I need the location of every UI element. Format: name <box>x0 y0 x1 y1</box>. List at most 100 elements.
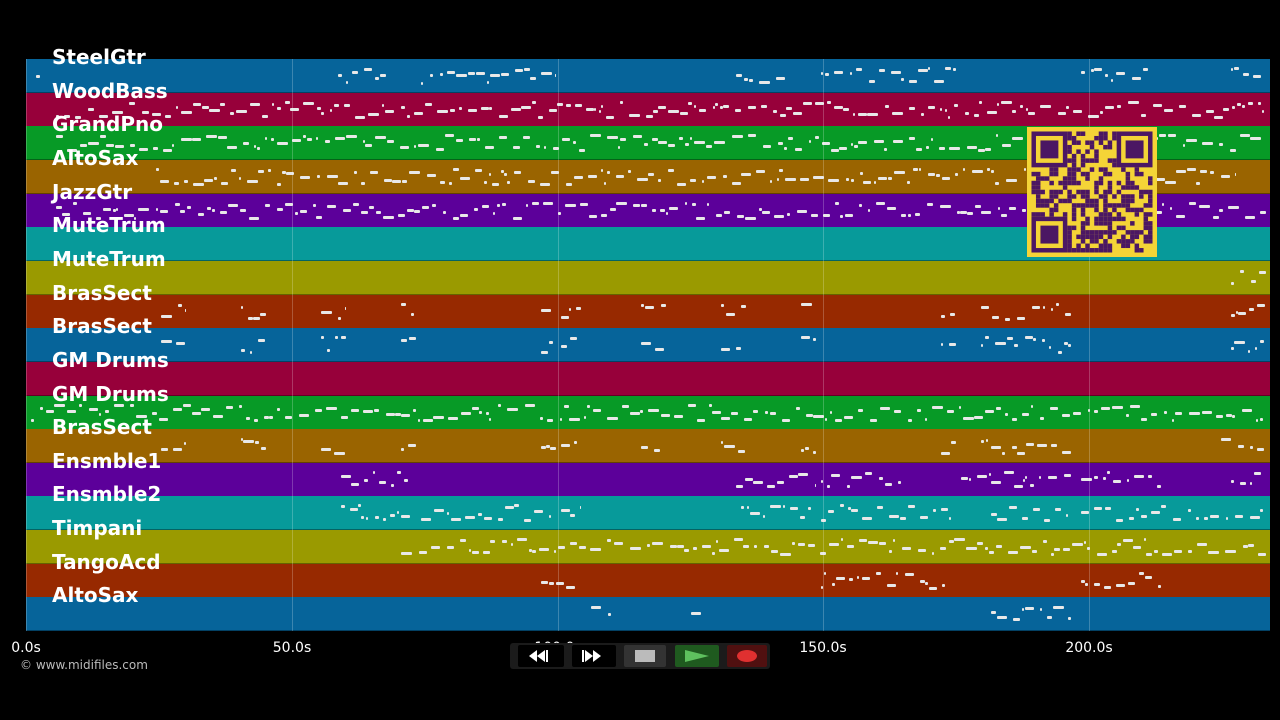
stop-button[interactable] <box>624 645 666 667</box>
midi-note <box>928 67 930 70</box>
midi-note <box>1221 174 1230 178</box>
midi-note <box>465 516 475 520</box>
midi-note <box>353 202 359 206</box>
midi-note <box>661 303 666 307</box>
midi-note <box>835 418 842 422</box>
midi-note <box>960 210 967 214</box>
midi-note <box>1058 351 1062 355</box>
midi-note <box>450 108 455 112</box>
midi-note <box>152 411 157 415</box>
midi-note <box>761 104 767 108</box>
midi-note <box>773 109 777 113</box>
qr-module <box>1098 243 1104 249</box>
midi-note <box>264 415 269 419</box>
track-label: SteelGtr <box>52 45 146 69</box>
midi-note <box>1158 584 1161 588</box>
qr-module <box>1107 212 1113 217</box>
midi-note <box>479 410 482 414</box>
midi-note <box>793 111 802 115</box>
midi-note <box>707 175 716 179</box>
midi-note <box>1025 336 1033 340</box>
midi-note <box>1192 113 1201 117</box>
time-tick-label: 50.0s <box>272 640 312 656</box>
qr-module <box>1049 198 1054 204</box>
qr-module <box>1067 171 1072 177</box>
midi-note <box>1091 69 1094 72</box>
midi-note <box>825 73 829 76</box>
track-label: AltoSax <box>52 583 139 608</box>
midi-note <box>1004 470 1014 474</box>
midi-note <box>647 544 650 548</box>
fast-forward-button[interactable] <box>572 645 616 667</box>
midi-note <box>547 418 553 422</box>
midi-note <box>1126 413 1129 417</box>
midi-note <box>620 138 626 142</box>
track-lane <box>26 361 1270 396</box>
midi-note <box>798 472 808 476</box>
midi-note <box>88 142 99 146</box>
midi-note <box>383 215 394 219</box>
midi-note <box>1065 312 1071 316</box>
midi-note <box>570 542 577 546</box>
midi-note <box>974 415 983 419</box>
midi-note <box>1012 417 1017 421</box>
midi-note <box>927 202 933 206</box>
midi-note <box>926 146 929 150</box>
midi-note <box>511 543 513 547</box>
midi-note <box>811 213 818 217</box>
midi-note <box>1026 443 1034 447</box>
qr-module <box>1103 216 1108 222</box>
qr-module <box>1080 225 1086 231</box>
midi-note <box>501 73 509 76</box>
midi-note <box>556 581 564 585</box>
midi-note <box>515 69 523 72</box>
rewind-button[interactable] <box>518 645 564 667</box>
qr-module <box>1098 176 1104 181</box>
midi-note <box>390 514 395 518</box>
midi-note <box>879 69 885 72</box>
midi-note <box>641 203 647 207</box>
qr-module <box>1148 239 1153 244</box>
midi-note <box>780 553 791 557</box>
midi-note <box>114 403 124 407</box>
midi-note <box>933 509 936 513</box>
track-lane <box>26 530 1270 565</box>
midi-note <box>241 438 243 442</box>
track-lane <box>26 563 1270 598</box>
midi-note <box>1232 105 1235 109</box>
midi-note <box>1050 406 1058 410</box>
midi-note <box>1104 585 1111 589</box>
record-button[interactable] <box>727 645 767 667</box>
midi-note <box>1033 508 1040 512</box>
midi-note <box>1186 139 1197 143</box>
midi-note <box>560 417 562 421</box>
play-button[interactable] <box>675 645 719 667</box>
midi-note <box>1141 515 1147 519</box>
midi-note <box>1196 181 1200 185</box>
qr-module <box>1112 131 1117 136</box>
midi-note <box>1221 438 1231 442</box>
track-label: GM Drums <box>52 347 169 372</box>
midi-note <box>834 105 843 109</box>
qr-module <box>1143 234 1149 240</box>
midi-note <box>949 517 951 521</box>
qr-module <box>1089 234 1095 240</box>
midi-note <box>351 482 359 486</box>
midi-note <box>850 72 852 75</box>
midi-note <box>209 108 220 112</box>
qr-module <box>1089 144 1095 150</box>
midi-note <box>558 211 561 215</box>
midi-note <box>326 406 337 410</box>
midi-note <box>831 149 839 153</box>
qr-module <box>1112 162 1117 168</box>
midi-note <box>736 74 742 77</box>
midi-note <box>777 480 784 484</box>
midi-note <box>1258 553 1266 557</box>
midi-note <box>741 172 751 176</box>
qr-module <box>1040 176 1045 181</box>
midi-note <box>443 210 446 214</box>
midi-note <box>387 140 394 144</box>
midi-note <box>351 408 359 412</box>
midi-note <box>541 308 551 312</box>
midi-note <box>1081 71 1085 74</box>
